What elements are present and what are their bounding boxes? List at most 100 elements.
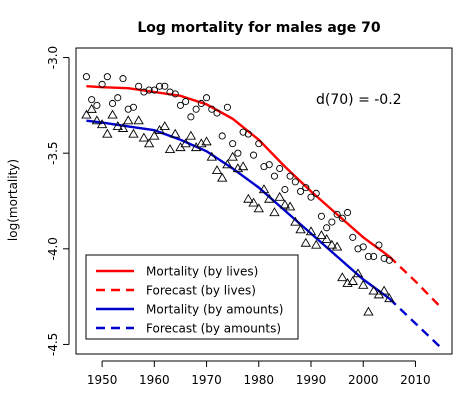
legend-label: Forecast (by amounts) [146,322,281,336]
data-point-triangle [326,239,338,249]
data-point-triangle [96,119,108,129]
data-point-triangle [149,130,160,140]
series-line [86,119,391,300]
data-point-circle [234,149,242,157]
data-point-triangle [321,233,332,243]
data-point-triangle [337,272,348,282]
data-point-triangle [305,226,317,236]
data-point-triangle [128,128,139,138]
data-point-circle [250,151,258,159]
x-tick-label: 1970 [191,373,222,387]
data-point-circle [385,256,393,264]
data-point-triangle [274,191,285,201]
data-point-triangle [300,237,311,247]
data-point-circle [370,252,378,261]
data-point-circle [82,73,90,81]
legend-label: Mortality (by amounts) [146,303,283,317]
data-point-triangle [123,115,134,125]
data-point-triangle [133,115,144,125]
data-point-circle [344,208,352,217]
data-point-circle [229,140,237,148]
series-line [388,255,443,309]
series-points [81,73,395,316]
data-point-triangle [206,151,217,161]
data-point-circle [359,243,367,251]
d70-annotation: d(70) = -0.2 [316,92,402,108]
data-point-circle [187,113,195,121]
data-point-circle [114,94,122,102]
data-point-triangle [358,279,369,289]
data-point-circle [244,130,252,138]
data-point-triangle [378,285,390,295]
data-point-triangle [180,138,191,148]
data-point-circle [375,241,383,249]
data-point-triangle [102,128,113,138]
data-point-circle [161,82,169,90]
data-point-circle [208,105,216,113]
data-point-triangle [159,121,170,131]
data-point-triangle [91,115,103,125]
data-point-triangle [138,132,150,142]
data-point-circle [317,212,325,220]
data-point-triangle [211,165,223,175]
data-point-circle [281,185,289,194]
data-point-triangle [217,172,228,182]
data-point-triangle [347,276,358,285]
data-point-triangle [279,199,291,209]
data-point-triangle [243,193,254,203]
x-tick-label: 1960 [139,373,170,387]
data-point-circle [328,218,336,226]
data-point-circle [109,99,117,108]
data-point-circle [88,96,96,104]
data-point-triangle [86,103,97,113]
data-point-circle [255,140,263,148]
data-point-circle [349,233,357,241]
data-point-circle [145,86,153,94]
data-point-triangle [264,193,275,203]
x-tick-label: 1980 [244,373,275,387]
data-point-triangle [311,239,322,249]
data-point-circle [176,101,184,109]
series-lines [86,85,443,350]
data-point-circle [103,73,111,81]
series-line [86,85,391,258]
data-point-triangle [269,207,280,217]
data-point-circle [129,103,137,111]
data-point-circle [286,172,294,180]
data-point-triangle [117,123,129,132]
data-point-circle [182,98,190,106]
x-tick-label: 2010 [400,373,431,387]
data-point-triangle [143,138,155,148]
data-point-circle [192,105,200,113]
data-point-circle [312,189,320,197]
data-point-circle [270,172,278,180]
data-point-circle [98,80,106,88]
y-tick-label: -4.0 [46,237,60,260]
data-point-circle [364,252,372,261]
data-point-triangle [81,109,92,119]
y-axis: -3.0 -3.5 -4.0 -4.5 [46,46,70,356]
data-point-circle [93,101,101,109]
legend-box [85,254,299,340]
x-axis: 1950 1960 1970 1980 1990 2000 2010 [87,360,431,387]
data-point-circle [307,193,315,201]
data-point-triangle [331,241,343,251]
chart-title: Log mortality for males age 70 [137,20,381,36]
data-point-circle [297,187,305,195]
data-point-triangle [248,197,259,207]
x-tick-label: 2000 [348,373,379,387]
data-point-triangle [185,130,197,140]
data-point-circle [213,109,221,117]
data-point-circle [197,99,205,108]
data-point-triangle [107,109,118,119]
data-point-circle [119,75,127,83]
data-point-triangle [253,203,264,213]
data-point-triangle [258,184,270,194]
data-point-circle [135,82,143,90]
y-tick-label: -4.5 [46,333,60,356]
legend-label: Mortality (by lives) [146,265,258,279]
data-point-triangle [352,268,364,278]
data-point-triangle [201,136,212,146]
data-point-circle [265,161,273,169]
